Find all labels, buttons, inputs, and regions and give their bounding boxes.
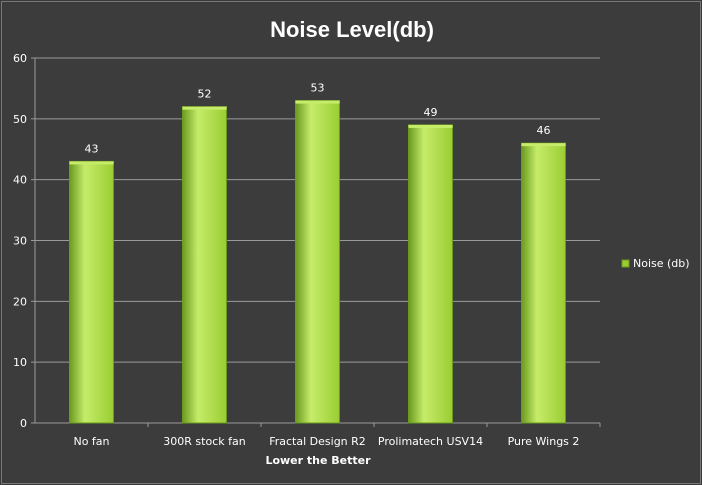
legend-label: Noise (db): [633, 257, 690, 270]
y-tick-label: 0: [20, 417, 27, 430]
y-tick-label: 30: [13, 235, 27, 248]
data-label: 53: [311, 82, 325, 95]
bar: [69, 160, 114, 424]
bar-top: [295, 100, 340, 104]
bar: [295, 100, 340, 424]
x-tick-label: Pure Wings 2: [508, 435, 580, 448]
chart-title: Noise Level(db): [270, 17, 434, 42]
bar: [521, 142, 566, 424]
plot-area: 0 10 20 30 40 50 60 43 No fan 52 300R stock fan 53 F…: [13, 52, 601, 448]
bar: [182, 106, 227, 424]
bar: [408, 124, 453, 424]
y-tick-label: 10: [13, 356, 27, 369]
legend-swatch: [621, 259, 630, 268]
x-tick-label: Prolimatech USV14: [378, 435, 483, 448]
data-label: 43: [85, 142, 99, 155]
bar-top: [408, 124, 453, 128]
y-tick-label: 60: [13, 52, 27, 65]
x-axis-label: Lower the Better: [265, 454, 371, 467]
data-label: 46: [537, 124, 551, 137]
data-label: 52: [198, 88, 212, 101]
y-tick-label: 40: [13, 174, 27, 187]
x-tick-label: Fractal Design R2: [269, 435, 366, 448]
x-tick-label: 300R stock fan: [163, 435, 245, 448]
y-tick-label: 50: [13, 113, 27, 126]
bar-top: [521, 143, 566, 147]
legend: Noise (db): [621, 257, 690, 270]
y-tick-label: 20: [13, 295, 27, 308]
x-tick-label: No fan: [73, 435, 109, 448]
bar-top: [182, 106, 227, 110]
data-label: 49: [424, 106, 438, 119]
bar-top: [69, 161, 114, 165]
